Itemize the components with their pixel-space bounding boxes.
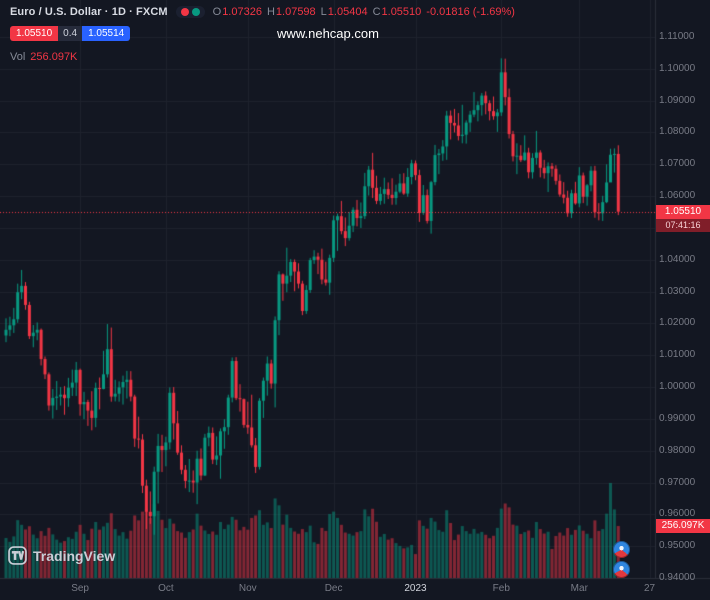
- time-tick-label: Sep: [71, 583, 89, 594]
- price-tick-label: 1.10000: [659, 62, 696, 74]
- price-tick-label: 1.09000: [659, 94, 696, 106]
- tradingview-logo[interactable]: TradingView: [8, 546, 115, 565]
- price-tick-label: 1.11000: [659, 31, 695, 42]
- change-value: -0.01816 (-1.69%): [426, 6, 515, 18]
- price-tick-label: 1.06000: [659, 190, 696, 202]
- volume-value: 256.097K: [30, 51, 78, 63]
- time-tick-label: 27: [643, 583, 656, 594]
- time-tick-label: Feb: [492, 583, 510, 594]
- price-tick-label: 0.95000: [659, 540, 696, 552]
- symbol-title[interactable]: Euro / U.S. Dollar · 1D · FXCM: [10, 6, 168, 18]
- volume-readout: Vol 256.097K: [10, 51, 77, 63]
- time-tick-label: Mar: [570, 583, 588, 594]
- time-tick-label: Oct: [158, 583, 174, 594]
- price-tick-label: 1.04000: [659, 253, 696, 265]
- volume-axis-label: 256.097K: [656, 519, 710, 533]
- buy-button[interactable]: 1.05514: [82, 26, 131, 41]
- price-tick-label: 0.94000: [659, 572, 696, 583]
- price-tick-label: 1.08000: [659, 126, 696, 138]
- price-tick-label: 0.96000: [659, 508, 696, 520]
- last-price-label: 1.05510 07:41:16: [656, 204, 710, 232]
- close-label: C: [372, 6, 381, 18]
- price-tick-label: 1.07000: [659, 158, 696, 170]
- high-value: 1.07598: [275, 6, 316, 18]
- spread-value: 0.4: [58, 26, 83, 41]
- price-tick-label: 1.00000: [659, 381, 696, 393]
- time-tick-label: 2023: [404, 583, 427, 594]
- price-tick-label: 1.03000: [659, 285, 696, 297]
- tradingview-logo-icon: [8, 546, 27, 565]
- open-label: O: [212, 6, 222, 18]
- sell-button[interactable]: 1.05510: [10, 26, 59, 41]
- time-axis[interactable]: Sep Oct Nov Dec 2023 Feb Mar 27: [0, 579, 710, 600]
- high-label: H: [266, 6, 275, 18]
- ohlc-readout: O 1.07326 H 1.07598 L 1.05404 C 1.05510 -0.0…: [213, 6, 515, 18]
- tradingview-wordmark: TradingView: [33, 547, 116, 564]
- bar-countdown: 07:41:16: [656, 218, 710, 232]
- price-tick-label: 1.01000: [659, 349, 696, 361]
- time-tick-label: Dec: [324, 583, 343, 594]
- open-value: 1.07326: [222, 6, 262, 18]
- price-tick-label: 0.99000: [659, 412, 696, 424]
- price-tick-label: 1.02000: [659, 317, 696, 329]
- price-tick-label: 0.97000: [659, 476, 696, 488]
- buy-sell-widget: 1.05510 0.4 1.05514: [10, 26, 131, 41]
- close-value: 1.05510: [381, 6, 422, 18]
- last-price-value: 1.05510: [656, 204, 710, 219]
- emoji-sticker-icon: [613, 541, 630, 558]
- volume-label: Vol: [10, 51, 26, 63]
- buy-dot-icon: [191, 8, 200, 16]
- emoji-sticker-icon: [613, 561, 630, 578]
- low-value: 1.05404: [327, 6, 368, 18]
- watermark-url: www.nehcap.com: [277, 26, 379, 41]
- chart-legend: Euro / U.S. Dollar · 1D · FXCM O 1.07326 …: [10, 6, 515, 18]
- low-label: L: [320, 6, 327, 18]
- buy-sell-toggle[interactable]: [175, 6, 205, 18]
- price-tick-label: 0.98000: [659, 444, 696, 456]
- sell-dot-icon: [180, 8, 189, 16]
- time-tick-label: Nov: [238, 583, 257, 594]
- price-axis[interactable]: 1.11000 1.10000 1.09000 1.08000 1.07000 1.060…: [656, 0, 710, 583]
- sticker-group: [613, 541, 630, 578]
